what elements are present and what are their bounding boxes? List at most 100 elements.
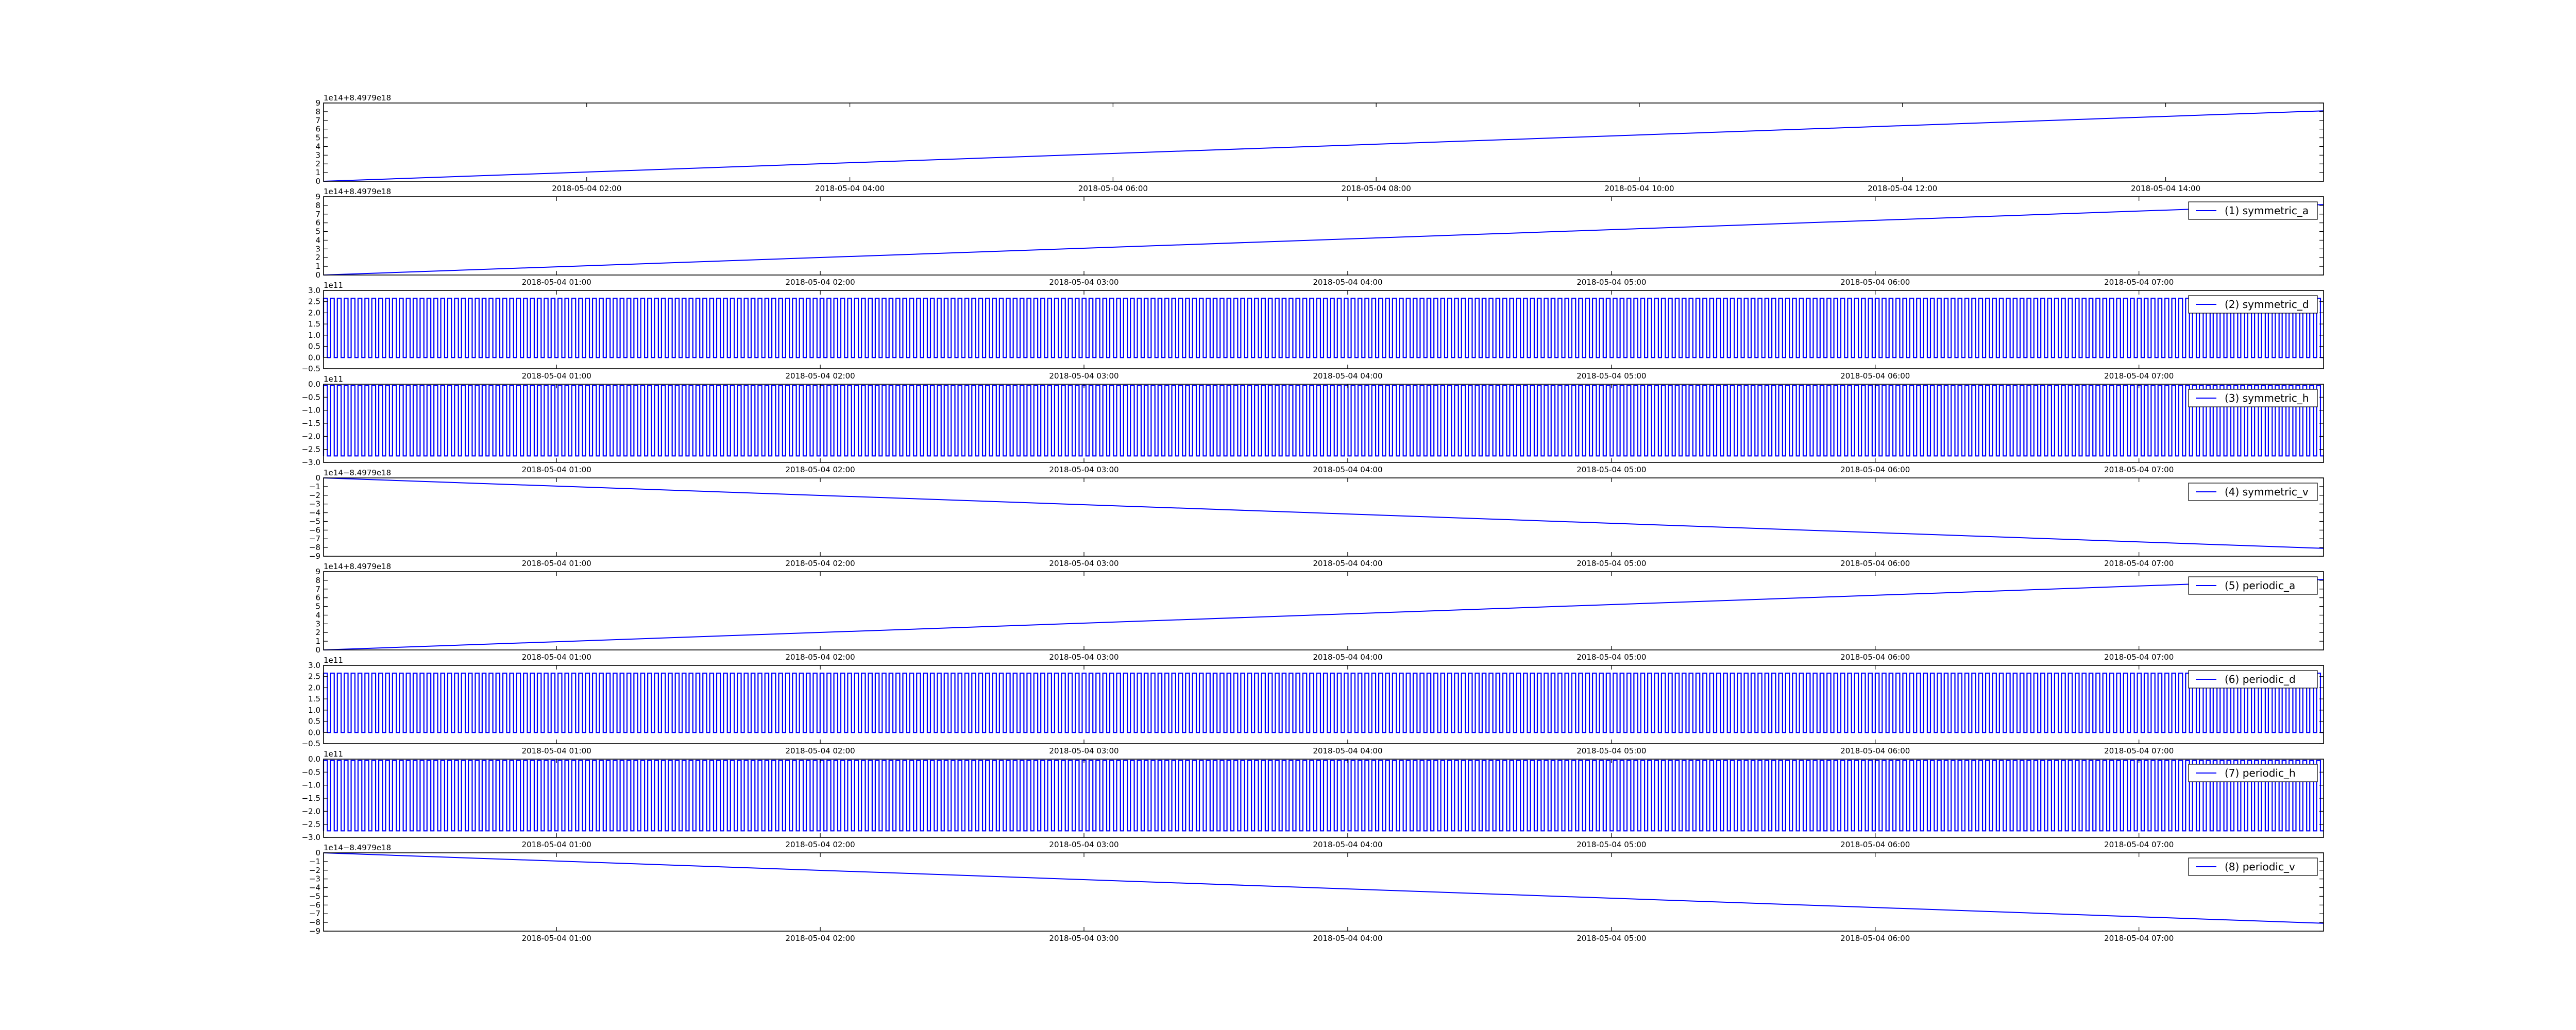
y-tick-label: 1 (315, 262, 320, 271)
y-tick-label: −1.0 (302, 406, 320, 415)
y-tick-label: 2 (315, 253, 320, 262)
series-line-1-0 (323, 204, 2324, 276)
y-tick-label: 0.5 (308, 717, 320, 726)
y-offset-label: 1e11 (324, 656, 343, 665)
legend: (3) symmetric_h (2188, 389, 2318, 407)
subplot-3: −3.0 −2.5 −2.0 −1.5 −1.0 −0.5 0.0 1e11 2018-05-0… (302, 374, 2324, 474)
y-tick-label: −3 (309, 874, 320, 884)
y-tick-label: 1.5 (308, 319, 320, 329)
x-tick-label: 2018-05-04 06:00 (1840, 934, 1910, 943)
x-tick-label: 2018-05-04 06:00 (1840, 653, 1910, 662)
x-tick-label: 2018-05-04 08:00 (1342, 184, 1411, 193)
legend-label: (4) symmetric_v (2225, 486, 2309, 498)
series-line-5-0 (323, 579, 2324, 650)
series-oscillation-7-0 (323, 760, 2324, 832)
y-tick-label: 1.0 (308, 706, 320, 715)
x-tick-label: 2018-05-04 06:00 (1840, 371, 1910, 381)
y-tick-label: 5 (315, 602, 320, 611)
y-tick-label: −1 (309, 482, 320, 491)
x-tick-label: 2018-05-04 03:00 (1049, 278, 1118, 287)
y-tick-label: 8 (315, 201, 320, 210)
x-tick-label: 2018-05-04 14:00 (2131, 184, 2200, 193)
x-tick-label: 2018-05-04 01:00 (522, 278, 591, 287)
x-tick-label: 2018-05-04 07:00 (2104, 840, 2174, 849)
y-tick-label: 4 (315, 142, 320, 151)
y-tick-label: 1 (315, 637, 320, 646)
axes-frame-1 (323, 196, 2324, 276)
y-tick-label: 7 (315, 210, 320, 219)
x-tick-label: 2018-05-04 02:00 (786, 934, 855, 943)
y-tick-label: 1 (315, 168, 320, 177)
y-tick-label: 0 (315, 473, 320, 483)
x-tick-label: 2018-05-04 02:00 (786, 371, 855, 381)
y-tick-label: 0.0 (308, 754, 320, 764)
x-tick-label: 2018-05-04 01:00 (522, 465, 591, 474)
y-tick-label: 5 (315, 133, 320, 143)
legend-box (2188, 295, 2318, 314)
series-line-8-0 (323, 852, 2324, 924)
y-tick-label: −9 (309, 926, 320, 936)
y-offset-label: 1e14−8.4979e18 (324, 468, 391, 477)
x-tick-label: 2018-05-04 07:00 (2104, 934, 2174, 943)
x-tick-label: 2018-05-04 12:00 (1868, 184, 1937, 193)
y-tick-label: 9 (315, 567, 320, 576)
x-tick-label: 2018-05-04 07:00 (2104, 746, 2174, 756)
x-tick-label: 2018-05-04 01:00 (522, 840, 591, 849)
y-tick-label: 0 (315, 645, 320, 655)
y-tick-label: −8 (309, 543, 320, 552)
series-line-0-0 (323, 110, 2324, 182)
x-tick-label: 2018-05-04 07:00 (2104, 465, 2174, 474)
x-tick-label: 2018-05-04 06:00 (1078, 184, 1148, 193)
subplot-2: −0.5 0.0 0.5 1.0 1.5 2.0 2.5 3.0 1e11 2018-05-04 … (302, 281, 2324, 381)
legend-label: (2) symmetric_d (2225, 298, 2309, 311)
x-tick-label: 2018-05-04 05:00 (1577, 840, 1646, 849)
x-tick-label: 2018-05-04 02:00 (552, 184, 621, 193)
legend-label: (5) periodic_a (2225, 579, 2295, 592)
y-tick-label: 3.0 (308, 661, 320, 670)
y-tick-label: −2 (309, 866, 320, 875)
x-tick-label: 2018-05-04 10:00 (1604, 184, 1674, 193)
y-tick-label: 0.0 (308, 380, 320, 389)
x-tick-label: 2018-05-04 04:00 (1313, 465, 1382, 474)
y-tick-label: 0 (315, 848, 320, 857)
y-tick-label: 9 (315, 98, 320, 108)
legend: (1) symmetric_a (2188, 201, 2318, 220)
y-tick-label: −4 (309, 883, 320, 892)
y-offset-label: 1e14+8.4979e18 (324, 187, 391, 196)
y-tick-label: −7 (309, 534, 320, 543)
y-tick-label: 8 (315, 107, 320, 116)
axes-frame-0 (323, 102, 2324, 182)
x-tick-label: 2018-05-04 04:00 (815, 184, 885, 193)
axes-frame-2 (323, 290, 2324, 369)
axes-frame-6 (323, 665, 2324, 744)
x-tick-label: 2018-05-04 05:00 (1577, 371, 1646, 381)
x-tick-label: 2018-05-04 03:00 (1049, 465, 1118, 474)
subplot-4: −9−8−7−6−5−4−3−2−10 1e14−8.4979e18 2018-05… (309, 468, 2324, 568)
x-tick-label: 2018-05-04 01:00 (522, 653, 591, 662)
y-offset-label: 1e14−8.4979e18 (324, 843, 391, 852)
legend: (2) symmetric_d (2188, 295, 2318, 314)
series-oscillation-6-0 (323, 673, 2324, 733)
y-tick-label: −4 (309, 508, 320, 518)
y-tick-label: 3 (315, 619, 320, 628)
y-tick-label: 2.0 (308, 308, 320, 317)
y-offset-label: 1e11 (324, 374, 343, 384)
x-tick-label: 2018-05-04 07:00 (2104, 653, 2174, 662)
y-tick-label: −2.0 (302, 806, 320, 816)
y-tick-label: 7 (315, 116, 320, 125)
y-tick-label: −5 (309, 891, 320, 901)
series-line-4-0 (323, 477, 2324, 549)
y-tick-label: 9 (315, 192, 320, 201)
subplot-7: −3.0 −2.5 −2.0 −1.5 −1.0 −0.5 0.0 1e11 2018-05-0… (302, 749, 2324, 849)
y-tick-label: 1.5 (308, 694, 320, 703)
y-tick-label: −7 (309, 909, 320, 918)
x-tick-label: 2018-05-04 06:00 (1840, 840, 1910, 849)
y-tick-label: 8 (315, 576, 320, 585)
x-tick-label: 2018-05-04 04:00 (1313, 278, 1382, 287)
y-tick-label: −1.5 (302, 794, 320, 803)
y-tick-label: 2.5 (308, 672, 320, 681)
y-tick-label: −3.0 (302, 833, 320, 842)
subplot-6: −0.5 0.0 0.5 1.0 1.5 2.0 2.5 3.0 1e11 2018-05-04 … (302, 656, 2324, 756)
